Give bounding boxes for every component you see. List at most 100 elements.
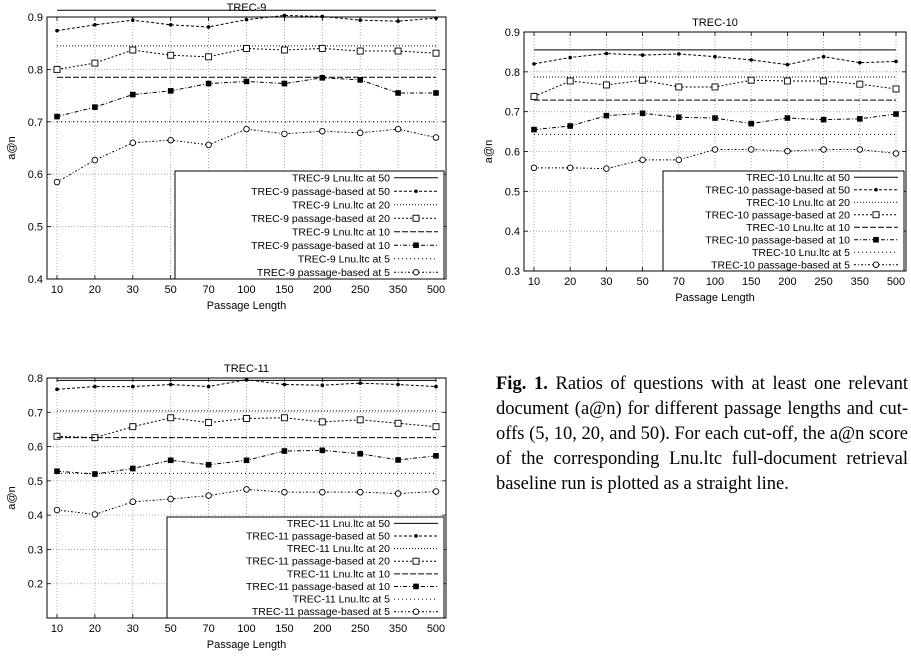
data-point xyxy=(412,269,420,276)
legend-entry-label: TREC-11 passage-based at 50 xyxy=(246,530,390,542)
x-tick-label: 350 xyxy=(389,623,407,635)
data-point xyxy=(820,77,828,85)
legend-entry-label: TREC-10 Lnu.ltc at 50 xyxy=(746,172,850,184)
data-point xyxy=(356,488,364,496)
data-point xyxy=(281,448,288,454)
x-axis-label: Passage Length xyxy=(675,292,755,304)
data-point xyxy=(531,126,537,133)
y-tick-label: 0.8 xyxy=(505,67,520,79)
series-line xyxy=(56,128,437,183)
data-point xyxy=(280,414,288,422)
chart-svg: TREC-10 0.3 0.4 0.5 0.6 0.7 0.8 0.9 10 20 30 50 70 10… xyxy=(483,17,907,304)
data-point xyxy=(603,112,610,119)
y-tick-label: 0.6 xyxy=(505,147,520,159)
data-point xyxy=(640,53,645,57)
data-point xyxy=(413,242,419,249)
legend-entry-label: TREC-11 passage-based at 5 xyxy=(252,606,390,618)
data-point xyxy=(712,115,718,121)
data-point xyxy=(281,488,288,496)
data-point xyxy=(676,114,682,121)
data-point xyxy=(358,381,363,385)
legend: TREC-9 Lnu.ltc at 50 TREC-9 passage-based… xyxy=(174,170,445,280)
data-point xyxy=(357,450,363,457)
chart-title: TREC-9 xyxy=(227,2,267,14)
x-tick-label: 150 xyxy=(275,284,293,296)
data-point xyxy=(414,534,418,538)
data-point xyxy=(205,141,212,149)
data-point xyxy=(858,60,862,65)
data-point xyxy=(820,146,827,153)
chart-trec-11: TREC-11 0.2 0.3 0.4 0.5 0.6 0.7 0.8 10 20 30 50 70 10… xyxy=(0,345,450,661)
data-point xyxy=(749,58,753,62)
data-point xyxy=(55,28,59,33)
data-point xyxy=(91,156,99,164)
data-point xyxy=(282,382,287,387)
data-point xyxy=(784,147,791,155)
data-point xyxy=(131,18,135,22)
y-axis-label: a@n xyxy=(6,136,18,159)
series-line xyxy=(56,77,436,118)
data-point xyxy=(872,211,880,219)
data-point xyxy=(206,25,211,29)
data-point xyxy=(357,77,363,83)
data-point xyxy=(874,187,878,192)
y-tick-label: 0.9 xyxy=(28,12,43,24)
data-point xyxy=(747,76,755,84)
data-point xyxy=(434,384,438,389)
data-point xyxy=(206,384,211,389)
chart-svg: TREC-9 0.4 0.5 0.6 0.7 0.8 0.9 10 20 30 50 70 100 150… xyxy=(6,2,447,312)
data-point xyxy=(530,93,538,100)
data-point xyxy=(319,488,326,496)
x-tick-label: 20 xyxy=(89,284,101,296)
data-point xyxy=(872,261,880,269)
x-tick-label: 10 xyxy=(528,276,540,288)
data-point xyxy=(282,13,287,18)
data-point xyxy=(856,80,864,88)
data-point xyxy=(54,468,60,475)
data-point xyxy=(356,416,364,424)
legend-entry-label: TREC-10 Lnu.ltc at 10 xyxy=(746,222,850,234)
y-tick-label: 0.8 xyxy=(28,373,43,385)
data-point xyxy=(130,91,136,98)
data-point xyxy=(892,150,900,157)
data-point xyxy=(675,156,683,164)
data-point xyxy=(412,608,420,615)
y-axis-label: a@n xyxy=(6,486,18,509)
x-tick-label: 150 xyxy=(275,623,293,635)
legend-entry-label: TREC-9 passage-based at 10 xyxy=(251,240,390,252)
x-axis-label: Passage Length xyxy=(207,300,287,312)
x-tick-label: 70 xyxy=(673,276,685,288)
data-point xyxy=(713,54,717,59)
chart-title: TREC-11 xyxy=(224,363,269,375)
data-point xyxy=(205,53,213,61)
data-point xyxy=(639,110,646,117)
data-point xyxy=(892,85,900,93)
x-tick-label: 200 xyxy=(313,284,331,296)
y-tick-label: 0.6 xyxy=(28,442,43,454)
data-point xyxy=(91,511,99,518)
legend-entry-label: TREC-11 passage-based at 20 xyxy=(246,556,390,568)
data-point xyxy=(130,465,136,472)
data-point xyxy=(432,423,440,431)
legend-entry-label: TREC-10 passage-based at 50 xyxy=(705,184,850,196)
data-point xyxy=(53,432,61,440)
y-axis-label: a@n xyxy=(483,140,495,163)
x-tick-label: 30 xyxy=(600,276,612,288)
data-point xyxy=(395,457,401,463)
x-tick-label: 200 xyxy=(313,623,331,635)
y-tick-label: 0.7 xyxy=(28,117,43,129)
x-tick-label: 500 xyxy=(887,276,905,288)
data-point xyxy=(244,377,249,382)
data-point xyxy=(530,164,538,172)
data-point xyxy=(567,123,573,129)
data-point xyxy=(318,418,326,426)
y-tick-label: 0.4 xyxy=(505,226,520,238)
data-point xyxy=(604,51,609,56)
x-tick-label: 100 xyxy=(706,276,724,288)
data-point xyxy=(319,447,326,454)
data-point xyxy=(356,47,364,55)
legend-entry-label: TREC-11 Lnu.ltc at 20 xyxy=(287,543,390,555)
data-point xyxy=(205,461,212,468)
data-point xyxy=(675,83,683,91)
